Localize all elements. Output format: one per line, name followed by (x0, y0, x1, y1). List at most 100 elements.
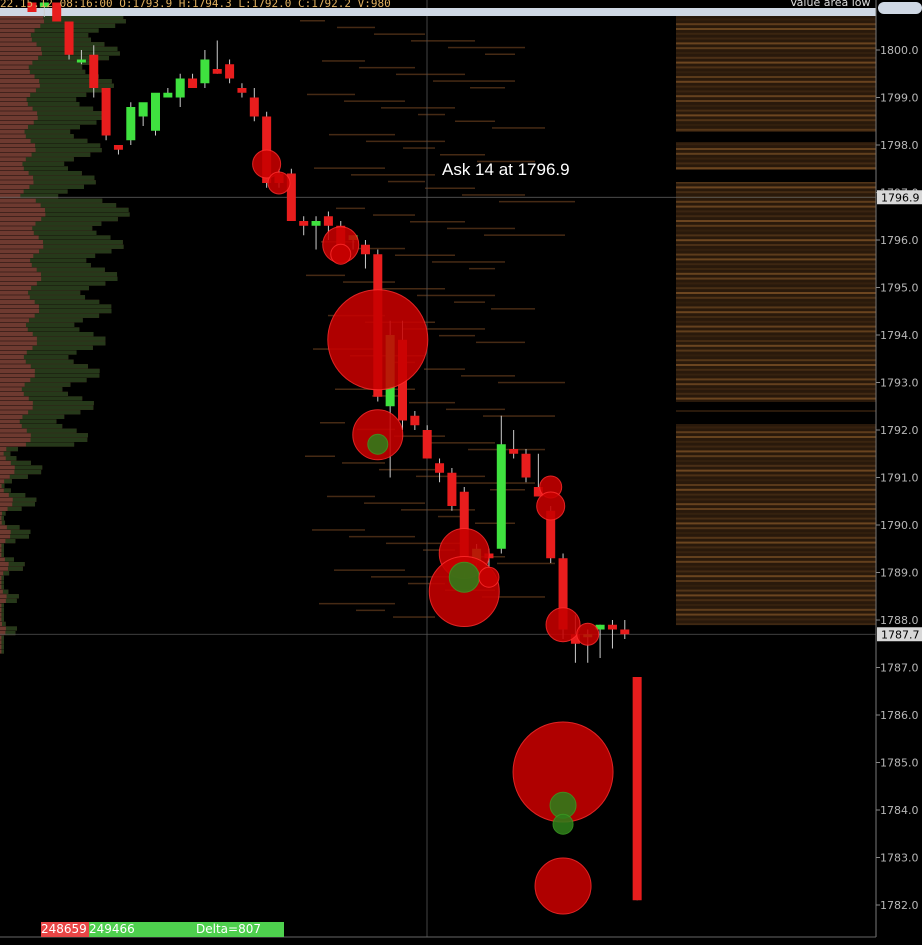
streak (374, 33, 425, 35)
ladder-row (676, 584, 876, 587)
ladder-row (676, 157, 876, 160)
ladder-row (676, 450, 876, 453)
axis-tick-label: 1785.0 (880, 757, 919, 770)
ladder-row (676, 340, 876, 342)
profile-bar-ask (43, 14, 124, 19)
profile-bar-ask (14, 465, 43, 470)
profile-bar-ask (34, 74, 99, 79)
profile-bar-ask (9, 474, 28, 479)
ladder-row (676, 575, 876, 578)
streak (470, 87, 505, 89)
streak (485, 53, 515, 55)
profile-bar-ask (8, 493, 26, 498)
ladder-row (676, 527, 876, 530)
trade-bubble (534, 857, 592, 915)
ladder-row (676, 392, 876, 395)
streak (476, 341, 525, 344)
ladder-row (676, 565, 876, 568)
ohlc-header: 22.15.12 08:16:00 O:1793.9 H:1794.3 L:17… (0, 0, 391, 10)
ladder-row (676, 167, 876, 170)
candle-body (212, 69, 222, 74)
profile-bar-ask (1, 511, 6, 516)
profile-bar-ask (27, 125, 80, 130)
price-marker-box (877, 190, 922, 205)
profile-bar-ask (30, 364, 88, 369)
ladder-row (676, 76, 876, 78)
profile-bar-ask (6, 594, 19, 599)
profile-bar-ask (23, 391, 68, 396)
profile-bar-ask (8, 562, 25, 567)
ladder-row (676, 95, 876, 98)
streak (358, 247, 405, 250)
ladder-row (676, 335, 876, 338)
candle-body (435, 463, 445, 473)
ladder-row (676, 580, 876, 582)
axis-tick-label: 1798.0 (880, 139, 919, 152)
axis-top-marker (878, 2, 922, 14)
value-area-label: Value area low (790, 0, 871, 9)
profile-bar-ask (3, 571, 10, 576)
profile-bar-ask (26, 350, 77, 355)
streak (490, 489, 525, 491)
axis-tick-label: 1794.0 (880, 329, 919, 342)
streak (455, 120, 495, 122)
ladder-row (676, 268, 876, 270)
ladder-row (676, 287, 876, 290)
ladder-gap (676, 170, 876, 182)
streak (499, 200, 575, 203)
profile-bar-ask (34, 313, 100, 318)
streak (342, 462, 385, 464)
ladder-row (676, 90, 876, 93)
profile-bar-ask (6, 525, 20, 530)
trade-bubbles (252, 149, 614, 915)
profile-bar-ask (44, 19, 126, 24)
ladder-row (676, 152, 876, 155)
trade-bubble (267, 171, 291, 195)
profile-bar-ask (30, 138, 88, 143)
ladder-row (676, 349, 876, 352)
streak (469, 267, 495, 270)
ladder-row (676, 440, 876, 443)
price-marker-box (877, 627, 922, 642)
profile-bar-ask (1, 621, 6, 626)
ladder-row (676, 589, 876, 592)
ladder-row (676, 599, 876, 602)
value-area-bar (0, 8, 876, 16)
profile-bar-ask (6, 447, 18, 452)
ladder-gap (676, 402, 876, 410)
streak (439, 334, 475, 337)
price-axis: 1800.01799.01798.01797.01796.01795.01794… (875, 0, 922, 945)
profile-bar-ask (28, 396, 83, 401)
profile-bar-ask (25, 442, 75, 447)
ladder-row (676, 508, 876, 510)
profile-bar-ask (5, 626, 17, 631)
ladder-row (676, 373, 876, 376)
streak (379, 468, 435, 471)
streak (484, 234, 565, 236)
ladder-row (676, 248, 876, 251)
ladder-row (676, 85, 876, 88)
profile-bar-ask (12, 502, 36, 507)
streak (418, 113, 445, 116)
ladder-row (676, 311, 876, 314)
ladder-row (676, 460, 876, 462)
streak (498, 381, 565, 384)
ladder-row (676, 215, 876, 218)
ladder-row (676, 474, 876, 477)
candle-body (237, 88, 247, 93)
candle-body (89, 54, 99, 88)
streak (409, 401, 455, 404)
profile-bar-ask (23, 355, 69, 360)
ladder-row (676, 364, 876, 366)
ladder-row (676, 613, 876, 616)
candle-body (447, 472, 457, 506)
profile-bar-ask (35, 88, 103, 93)
ladder-row (676, 124, 876, 126)
ladder-row (676, 23, 876, 26)
profile-bar-ask (10, 534, 29, 539)
streak (408, 582, 445, 585)
streak (417, 294, 495, 297)
streak (356, 609, 385, 612)
ladder-row (676, 536, 876, 539)
